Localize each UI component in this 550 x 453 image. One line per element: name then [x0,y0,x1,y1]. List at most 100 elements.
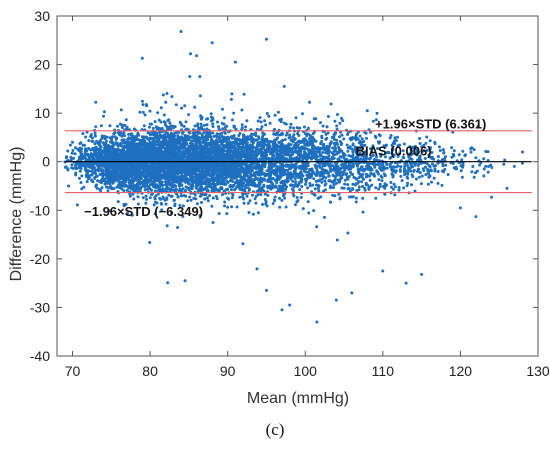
data-point [380,179,384,183]
data-point [158,177,162,181]
data-point [403,173,407,177]
data-point [168,121,172,125]
data-point [221,127,225,131]
data-point [110,138,114,142]
data-point [441,164,445,168]
data-point [377,178,381,182]
data-point [409,163,413,167]
data-point [83,168,87,172]
data-point [255,143,259,147]
data-point [75,203,79,207]
data-point [247,150,251,154]
data-point [351,195,355,199]
data-point [323,179,327,183]
data-point [173,125,177,129]
data-point [295,196,299,199]
data-point [306,154,310,158]
data-point [98,143,102,147]
data-point [248,171,252,175]
data-point [88,155,92,159]
data-point [156,192,160,196]
data-point [332,135,336,139]
data-point [420,174,424,178]
data-point [84,135,88,139]
data-point [429,146,432,150]
data-point [391,187,395,191]
data-point [451,152,455,156]
data-point [226,196,230,200]
data-point [331,146,335,150]
data-point [240,123,244,127]
data-point [409,169,413,173]
data-point [234,127,238,131]
data-point [292,126,295,130]
data-point [238,195,242,199]
data-point [482,167,486,171]
data-point [383,186,387,190]
data-point [368,174,371,178]
data-point [230,196,234,200]
data-point [277,184,281,188]
data-point [333,177,337,181]
data-point [203,143,207,147]
data-point [143,113,147,117]
data-point [124,118,128,122]
data-point [295,126,299,130]
data-point [306,126,310,130]
data-point [273,178,277,182]
data-point [346,149,350,153]
data-point [241,192,245,196]
data-point [327,174,331,178]
data-point [364,154,368,158]
data-point [199,122,203,126]
data-point [187,182,191,186]
data-point [311,183,315,187]
data-point [305,147,309,151]
data-point [302,125,306,129]
data-point [361,210,365,214]
data-point [160,126,164,130]
data-point [160,208,164,212]
data-point [261,188,265,192]
data-point [153,197,157,201]
data-point [173,204,177,208]
data-point [306,186,309,190]
data-point [342,137,346,141]
data-point [225,212,229,216]
data-point [128,194,132,198]
data-point [425,148,429,152]
data-point [287,136,291,140]
data-point [393,139,397,143]
data-point [316,155,319,159]
data-point [413,144,417,148]
data-point [265,112,269,115]
data-point [153,120,157,124]
data-point [310,172,314,176]
data-point [463,154,467,158]
data-point [472,175,476,179]
data-point [271,202,275,205]
data-point [312,209,316,213]
data-point [233,176,237,180]
data-point [291,179,295,183]
data-point [136,202,140,206]
data-point [212,182,215,186]
data-point [280,198,284,202]
data-point [81,143,85,147]
data-point [273,195,277,199]
data-point [220,168,223,172]
data-point [398,169,402,173]
data-point [267,114,271,118]
data-point [338,155,342,159]
data-point [270,185,274,189]
data-point [418,171,422,175]
data-point [263,178,267,182]
data-point [418,137,422,140]
data-point [144,194,148,198]
data-point [402,142,406,146]
data-point [210,204,214,208]
data-point [376,147,379,150]
data-point [256,152,260,156]
data-point [78,169,82,173]
data-point [354,134,358,138]
